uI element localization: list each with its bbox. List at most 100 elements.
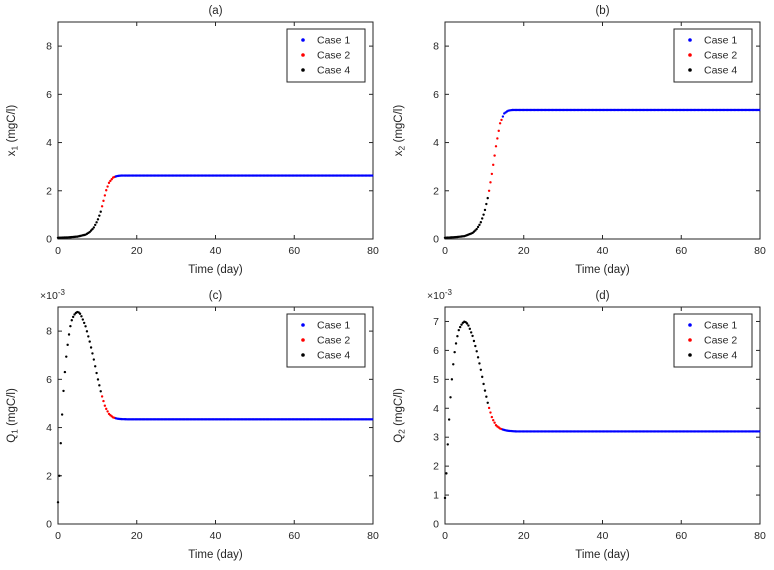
series-case-4 — [443, 320, 489, 500]
series-case-1 — [114, 174, 374, 178]
legend-label: Case 1 — [704, 320, 737, 332]
y-tick-label: 8 — [46, 41, 52, 53]
y-tick-label: 0 — [46, 234, 52, 246]
legend-label: Case 1 — [704, 35, 737, 47]
subplot-title: (c) — [209, 290, 223, 302]
chart-svg-a: 0 20 40 60 80 0 2 4 6 8 (a) Time (day) x1 (mgC/l) Cas… — [6, 5, 379, 276]
y-tick-label: 0 — [46, 519, 52, 531]
legend: Case 1 Case 2 Case 4 — [286, 313, 366, 368]
x-axis-label: Time (day) — [575, 549, 630, 561]
x-tick-label: 20 — [518, 530, 530, 542]
legend-label: Case 2 — [704, 50, 737, 62]
y-tick-label: 6 — [46, 374, 52, 386]
series-case-1 — [501, 108, 761, 118]
legend: Case 1 Case 2 Case 4 — [673, 313, 753, 368]
y-tick-label: 2 — [46, 470, 52, 482]
y-tick-label: 6 — [433, 89, 439, 101]
legend-marker — [688, 353, 692, 357]
legend-label: Case 1 — [317, 320, 350, 332]
y-axis-label: x1 (mgC/l) — [6, 105, 20, 157]
ticks: 0 20 40 60 80 0 2 4 6 8 — [433, 22, 766, 257]
x-tick-label: 40 — [210, 530, 222, 542]
chart-svg-b: 0 20 40 60 80 0 2 4 6 8 (b) Time (day) x2 (mgC/l) Cas… — [393, 5, 766, 276]
subplot-title: (b) — [595, 5, 609, 17]
y-axis-label: Q1 (mgC/l) — [6, 388, 20, 443]
x-tick-label: 80 — [754, 530, 766, 542]
x-tick-label: 60 — [288, 530, 300, 542]
legend-marker — [688, 338, 692, 342]
y-tick-label: 6 — [46, 89, 52, 101]
y-axis-label: x2 (mgC/l) — [393, 105, 407, 157]
legend-marker — [688, 323, 692, 327]
ticks: 0 20 40 60 80 0 2 4 6 8 — [46, 307, 379, 542]
series-case-2 — [100, 395, 116, 420]
legend-label: Case 4 — [317, 350, 350, 362]
subplot-title: (d) — [595, 290, 609, 302]
y-tick-label: 4 — [433, 137, 439, 149]
y-tick-label: 5 — [433, 374, 439, 386]
x-tick-label: 80 — [754, 245, 766, 257]
y-tick-label: 0 — [433, 234, 439, 246]
series-case-2 — [487, 406, 503, 431]
y-tick-label: 4 — [46, 422, 52, 434]
subplot-a: 0 20 40 60 80 0 2 4 6 8 (a) Time (day) x1 (mgC/l) Cas… — [0, 0, 387, 285]
y-tick-label: 0 — [433, 519, 439, 531]
y-tick-label: 2 — [46, 185, 52, 197]
legend-label: Case 2 — [317, 50, 350, 62]
subplot-b: 0 20 40 60 80 0 2 4 6 8 (b) Time (day) x2 (mgC/l) Cas… — [387, 0, 774, 285]
x-tick-label: 60 — [675, 245, 687, 257]
y-tick-label: 8 — [46, 326, 52, 338]
y-tick-label: 3 — [433, 432, 439, 444]
series-case-2 — [100, 175, 116, 208]
y-tick-label: 2 — [433, 461, 439, 473]
subplot-d: 0 20 40 60 80 0 1 2 3 4 5 6 7 (d) Time (day) Q2 (mgC/l)… — [387, 285, 774, 570]
series-case-4 — [443, 196, 489, 239]
ticks: 0 20 40 60 80 0 2 4 6 8 — [46, 22, 379, 257]
y-axis-exponent-label: ×10-3 — [40, 288, 65, 302]
legend-label: Case 4 — [704, 350, 737, 362]
x-tick-label: 60 — [288, 245, 300, 257]
series-case-2 — [487, 118, 503, 192]
legend-label: Case 4 — [704, 65, 737, 77]
legend-label: Case 2 — [704, 335, 737, 347]
x-tick-label: 0 — [55, 245, 61, 257]
legend-marker — [688, 38, 692, 42]
x-axis-label: Time (day) — [188, 264, 243, 276]
x-tick-label: 60 — [675, 530, 687, 542]
series-case-1 — [501, 428, 761, 433]
x-tick-label: 0 — [442, 245, 448, 257]
subplot-c: 0 20 40 60 80 0 2 4 6 8 (c) Time (day) Q1 (mgC/l) ×10… — [0, 285, 387, 570]
series-case-4 — [56, 210, 102, 239]
x-tick-label: 0 — [442, 530, 448, 542]
legend-marker — [301, 38, 305, 42]
y-tick-label: 4 — [433, 403, 439, 415]
series-case-1 — [114, 417, 374, 421]
y-tick-label: 6 — [433, 345, 439, 357]
x-tick-label: 20 — [518, 245, 530, 257]
legend-marker — [688, 68, 692, 72]
legend-marker — [301, 53, 305, 57]
x-tick-label: 40 — [597, 530, 609, 542]
x-tick-label: 40 — [597, 245, 609, 257]
y-tick-label: 4 — [46, 137, 52, 149]
legend-label: Case 1 — [317, 35, 350, 47]
x-tick-label: 20 — [131, 245, 143, 257]
y-axis-label: Q2 (mgC/l) — [393, 388, 407, 443]
x-tick-label: 20 — [131, 530, 143, 542]
legend-marker — [301, 353, 305, 357]
series-case-4 — [56, 310, 102, 504]
legend: Case 1 Case 2 Case 4 — [286, 28, 366, 83]
legend-marker — [301, 338, 305, 342]
x-tick-label: 80 — [367, 245, 379, 257]
x-axis-label: Time (day) — [188, 549, 243, 561]
chart-svg-d: 0 20 40 60 80 0 1 2 3 4 5 6 7 (d) Time (day) Q2 (mgC/l)… — [393, 288, 766, 561]
x-tick-label: 0 — [55, 530, 61, 542]
ticks: 0 20 40 60 80 0 1 2 3 4 5 6 7 — [433, 307, 766, 542]
y-tick-label: 1 — [433, 490, 439, 502]
x-axis-label: Time (day) — [575, 264, 630, 276]
x-tick-label: 80 — [367, 530, 379, 542]
subplot-title: (a) — [208, 5, 222, 17]
y-tick-label: 8 — [433, 41, 439, 53]
y-tick-label: 2 — [433, 185, 439, 197]
